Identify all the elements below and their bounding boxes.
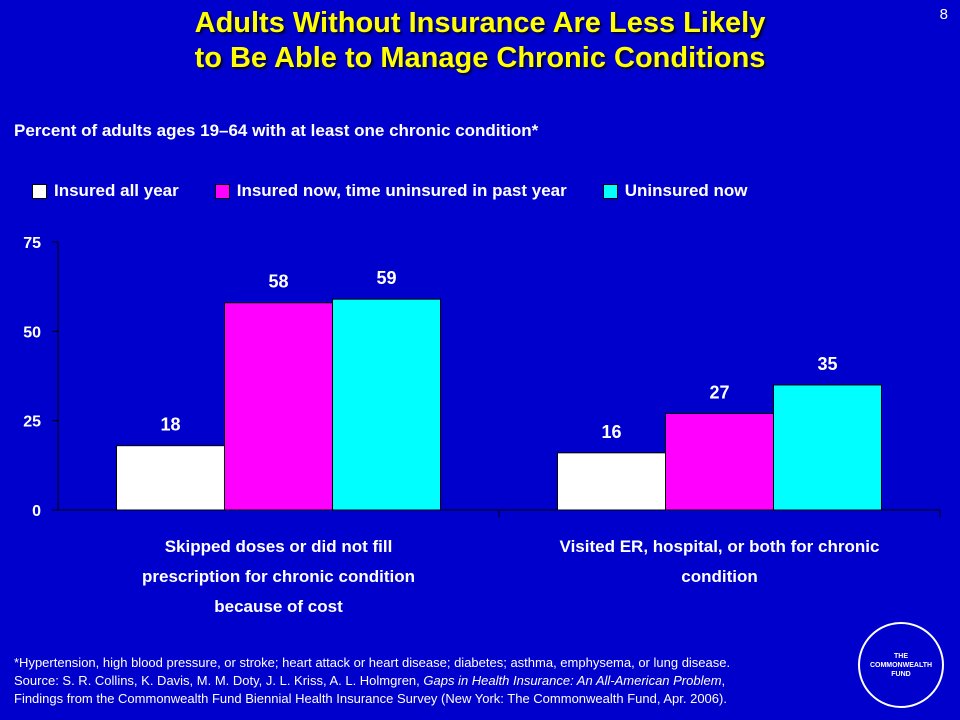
data-label-insured-now-time-uninsured-in-past-year-2: 27 (709, 383, 729, 403)
category-label-1-line-3: because of cost (214, 597, 343, 616)
commonwealth-fund-logo: THE COMMONWEALTH FUND (858, 622, 944, 708)
category-label-2-line-1: Visited ER, hospital, or both for chroni… (560, 537, 880, 556)
page-number: 8 (939, 6, 948, 23)
data-label-insured-all-year-1: 18 (160, 415, 180, 435)
footnote-source-publication: Findings from the Commonwealth Fund Bien… (14, 691, 727, 706)
y-tick-label: 25 (23, 414, 41, 431)
legend-label-uninsured-now: Uninsured now (624, 181, 748, 200)
bar-insured-all-year-1 (116, 445, 225, 511)
chart-subtitle: Percent of adults ages 19–64 with at lea… (14, 121, 539, 140)
bar-uninsured-now-1 (332, 298, 441, 511)
legend-item-insured-now-time-uninsured: Insured now, time uninsured in past year (214, 181, 567, 201)
bar-insured-all-year-2 (557, 452, 666, 511)
footnote-source: Source: S. R. Collins, K. Davis, M. M. D… (14, 672, 894, 690)
legend-label-insured-now-time-uninsured: Insured now, time uninsured in past year (236, 181, 567, 200)
chart-title: Adults Without Insurance Are Less Likely… (60, 6, 900, 76)
legend-item-uninsured-now: Uninsured now (602, 181, 748, 201)
legend-label-insured-all-year: Insured all year (54, 181, 179, 200)
chart-title-line-1: Adults Without Insurance Are Less Likely (194, 7, 766, 39)
y-tick-label: 0 (32, 503, 41, 520)
footnote-conditions: *Hypertension, high blood pressure, or s… (14, 655, 731, 670)
data-label-insured-all-year-2: 16 (601, 422, 621, 442)
chart-title-line-2: to Be Able to Manage Chronic Conditions (194, 42, 766, 74)
footnote-source-report-title: Gaps in Health Insurance: An All-America… (423, 673, 722, 688)
legend-swatch-uninsured-now (602, 183, 618, 199)
data-label-uninsured-now-1: 59 (376, 268, 396, 288)
footnote-source-authors: Source: S. R. Collins, K. Davis, M. M. D… (14, 673, 424, 688)
y-tick-label: 50 (23, 324, 41, 341)
y-tick-label: 75 (23, 235, 41, 252)
logo-text: THE COMMONWEALTH FUND (869, 652, 933, 678)
chart-legend: Insured all year Insured now, time unins… (32, 181, 748, 201)
category-label-1-line-1: Skipped doses or did not fill (165, 537, 393, 556)
footnote-source-suffix: , (721, 673, 726, 688)
bar-chart: 0 25 50 75 18 58 59 Skipped doses or did not fi… (23, 235, 941, 616)
bar-uninsured-now-2 (773, 384, 882, 511)
data-label-insured-now-time-uninsured-in-past-year-1: 58 (268, 272, 288, 292)
footnote: *Hypertension, high blood pressure, or s… (14, 654, 894, 708)
category-label-1-line-2: prescription for chronic condition (142, 567, 415, 586)
legend-swatch-insured-now-time-uninsured (214, 183, 230, 199)
bar-insured-now-time-uninsured-in-past-year-2 (665, 413, 774, 511)
legend-item-insured-all-year: Insured all year (32, 181, 179, 201)
data-label-uninsured-now-2: 35 (817, 354, 837, 374)
category-label-2-line-2: condition (681, 567, 757, 586)
legend-swatch-insured-all-year (32, 183, 47, 199)
bar-insured-now-time-uninsured-in-past-year-1 (224, 302, 333, 511)
